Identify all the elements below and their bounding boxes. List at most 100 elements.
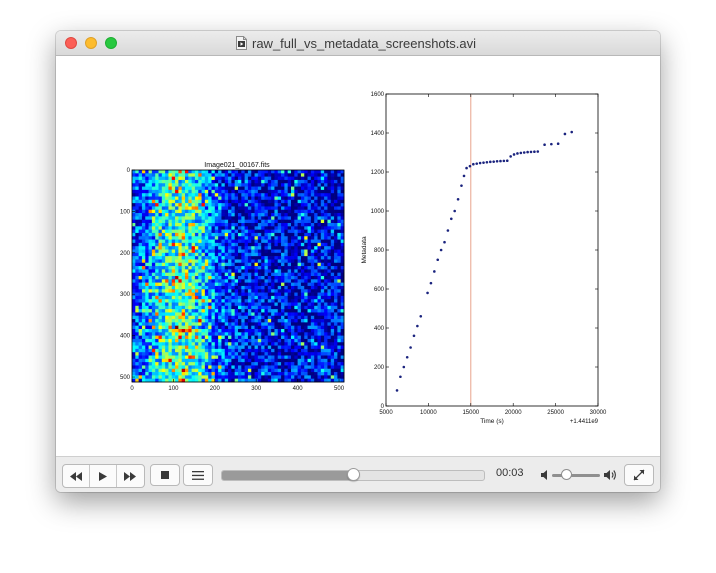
heatmap-cell <box>158 338 163 343</box>
heatmap-cell <box>141 189 146 194</box>
volume-high-icon[interactable] <box>604 469 617 481</box>
volume-knob[interactable] <box>560 469 572 480</box>
heatmap-cell <box>327 289 332 293</box>
heatmap-cell <box>181 299 186 303</box>
heatmap-cell <box>181 266 186 270</box>
heatmap-cell <box>151 305 156 310</box>
playlist-button[interactable] <box>183 464 213 486</box>
heatmap-cell <box>228 319 232 323</box>
heatmap-cell <box>297 305 302 310</box>
maximize-button[interactable] <box>105 37 117 49</box>
play-button[interactable] <box>90 465 117 487</box>
heatmap-cell <box>320 289 325 293</box>
heatmap-cell <box>181 183 186 187</box>
heatmap-cell <box>340 236 345 240</box>
heatmap-cell <box>181 196 186 201</box>
heatmap-cell <box>201 213 206 217</box>
heatmap-cell <box>317 246 322 250</box>
heatmap-cell <box>218 309 222 313</box>
heatmap-cell <box>324 183 328 187</box>
heatmap-cell <box>324 329 328 333</box>
heatmap-cell <box>171 242 176 247</box>
heatmap-cell <box>251 348 255 353</box>
heatmap-cell <box>267 315 272 320</box>
heatmap-cell <box>165 348 169 353</box>
heatmap-cell <box>138 289 143 293</box>
heatmap-cell <box>148 266 153 270</box>
heatmap-cell <box>327 342 332 346</box>
heatmap-cell <box>244 342 249 346</box>
heatmap-cell <box>334 183 338 187</box>
heatmap-cell <box>218 266 222 270</box>
heatmap-cell <box>297 252 302 257</box>
heatmap-cell <box>198 266 202 270</box>
heatmap-cell <box>277 322 282 327</box>
heatmap-cell <box>320 223 325 227</box>
heatmap-cell <box>294 322 298 327</box>
heatmap-cell <box>198 189 202 194</box>
heatmap-cell <box>320 179 325 184</box>
heatmap-cell <box>198 246 202 250</box>
progress-knob[interactable] <box>346 468 360 481</box>
heatmap-cell <box>158 256 163 260</box>
heatmap-cell <box>281 322 285 327</box>
heatmap-cell <box>161 375 166 380</box>
heatmap-cell <box>211 282 216 287</box>
heatmap-cell <box>161 282 166 287</box>
heatmap-cell <box>191 358 196 363</box>
heatmap-cell <box>228 312 232 317</box>
close-button[interactable] <box>65 37 77 49</box>
heatmap-cell <box>171 329 176 333</box>
volume-slider[interactable] <box>552 474 600 477</box>
minimize-button[interactable] <box>85 37 97 49</box>
heatmap-cell <box>185 219 189 224</box>
heatmap-cell <box>281 236 285 240</box>
heatmap-cell <box>291 272 295 277</box>
fast-forward-button[interactable] <box>117 465 144 487</box>
heatmap-cell <box>178 365 183 370</box>
heatmap-cell <box>261 276 265 280</box>
heatmap-cell <box>231 372 236 376</box>
heatmap-cell <box>251 282 255 287</box>
heatmap-cell <box>161 203 166 207</box>
heatmap-cell <box>191 236 196 240</box>
heatmap-cell <box>141 170 146 174</box>
heatmap-cell <box>178 173 183 177</box>
heatmap-cell <box>257 252 262 257</box>
heatmap-cell <box>161 213 166 217</box>
heatmap-cell <box>234 266 239 270</box>
heatmap-cell <box>211 315 216 320</box>
fullscreen-icon <box>633 469 645 481</box>
heatmap-cell <box>224 216 229 221</box>
heatmap-cell <box>238 209 242 214</box>
heatmap-cell <box>330 236 335 240</box>
stop-button[interactable] <box>150 464 180 486</box>
heatmap-cell <box>334 173 338 177</box>
heatmap-cell <box>287 259 292 264</box>
heatmap-cell <box>158 325 163 330</box>
heatmap-cell <box>254 252 259 257</box>
heatmap-cell <box>234 289 239 293</box>
rewind-button[interactable] <box>63 465 90 487</box>
heatmap-cell <box>141 358 146 363</box>
play-icon <box>99 471 107 481</box>
heatmap-cell <box>188 378 192 383</box>
heatmap-cell <box>155 342 159 346</box>
heatmap-cell <box>178 372 183 376</box>
volume-low-icon[interactable] <box>541 470 550 480</box>
heatmap-cell <box>314 345 318 350</box>
heatmap-cell <box>330 216 335 221</box>
heatmap-cell <box>307 179 312 184</box>
heatmap-cell <box>208 216 212 221</box>
heatmap-cell <box>324 319 328 323</box>
heatmap-cell <box>141 315 146 320</box>
heatmap-cell <box>161 239 166 244</box>
heatmap-cell <box>148 335 153 340</box>
heatmap-cell <box>327 338 332 343</box>
heatmap-cell <box>231 358 236 363</box>
heatmap-cell <box>221 272 226 277</box>
heatmap-cell <box>161 358 166 363</box>
video-frame[interactable]: Image021_00167.fits 0 100 200 300 400 500 0 100… <box>56 56 660 456</box>
fullscreen-button[interactable] <box>624 464 654 486</box>
heatmap-cell <box>171 332 176 336</box>
